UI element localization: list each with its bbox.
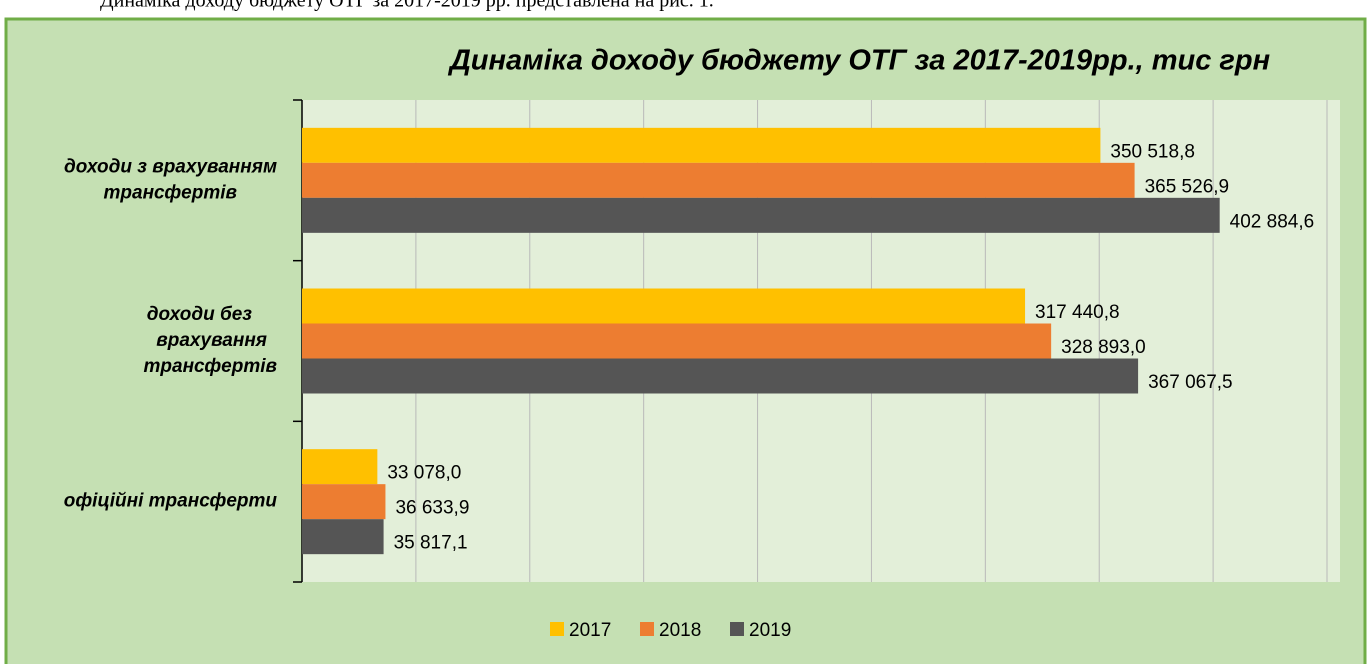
value-label: 35 817,1 — [394, 533, 468, 554]
legend-label: 2019 — [749, 620, 791, 641]
legend-label: 2017 — [569, 620, 611, 641]
y-tick-label: доходи без врахування трансфертів — [144, 304, 278, 377]
value-label: 33 078,0 — [387, 463, 461, 484]
chart-title: Динаміка доходу бюджету ОТГ за 2017-2019… — [447, 45, 1270, 77]
bar — [302, 162, 1135, 198]
value-label: 328 893,0 — [1061, 337, 1146, 358]
y-tick-label: доходи з врахуванням трансфертів — [64, 156, 277, 203]
bar — [302, 197, 1220, 233]
value-label: 367 067,5 — [1148, 372, 1233, 393]
caption-above: Динаміка доходу бюджету ОТГ за 2017-2019… — [100, 0, 714, 12]
bar — [302, 358, 1139, 394]
value-label: 317 440,8 — [1035, 302, 1120, 323]
bar — [302, 127, 1101, 163]
bar — [302, 288, 1026, 324]
y-tick-label: офіційні трансферти — [64, 491, 278, 512]
legend-label: 2018 — [659, 620, 701, 641]
value-label: 36 633,9 — [395, 498, 469, 519]
legend-swatch — [550, 622, 564, 636]
value-label: 365 526,9 — [1145, 176, 1230, 197]
bar — [302, 449, 378, 485]
legend-swatch — [640, 622, 654, 636]
bar — [302, 323, 1052, 359]
bar — [302, 484, 386, 520]
value-label: 350 518,8 — [1110, 141, 1195, 162]
value-label: 402 884,6 — [1230, 211, 1315, 232]
legend-swatch — [730, 622, 744, 636]
bar — [302, 519, 384, 555]
